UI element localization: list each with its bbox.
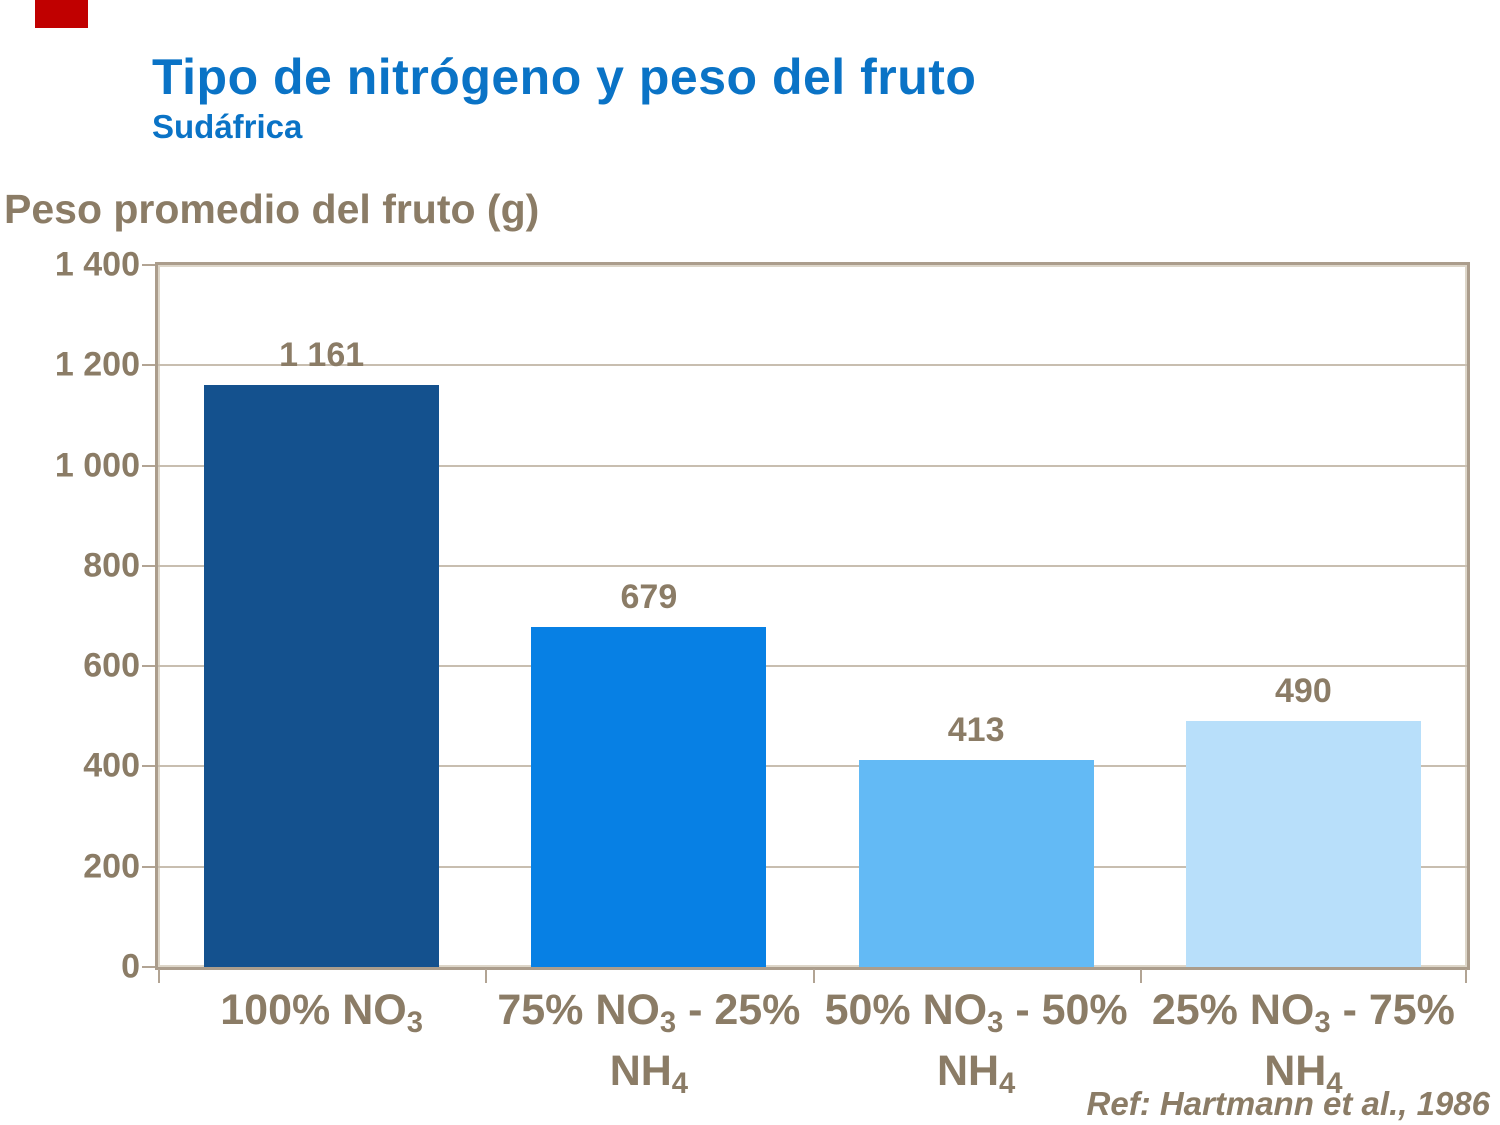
x-tick-mark	[812, 969, 815, 983]
gridline	[158, 665, 1467, 668]
gridline	[158, 765, 1467, 768]
gridline	[158, 564, 1467, 567]
x-axis-ticks	[158, 969, 1467, 983]
bar-value-label: 413	[947, 710, 1005, 749]
gridline	[158, 464, 1467, 467]
y-tick-mark	[142, 865, 158, 868]
y-tick-label: 800	[83, 546, 140, 585]
x-category-label: 25% NO3 - 75% NH4	[1151, 986, 1455, 1101]
plot-area: 1 161 679 413 490	[158, 265, 1467, 967]
y-tick-mark	[142, 966, 158, 968]
y-tick-mark	[142, 264, 158, 266]
y-tick-label: 1 000	[54, 446, 140, 485]
y-axis-labels: 1 400 1 200 1 000 800 600 400 200 0	[0, 246, 140, 986]
bar	[858, 759, 1094, 967]
x-category-label: 75% NO3 - 25% NH4	[497, 986, 801, 1101]
bar	[204, 384, 440, 967]
bar	[1185, 721, 1421, 967]
bar-value-label: 679	[620, 577, 678, 616]
y-tick-mark	[142, 364, 158, 367]
x-tick-mark	[1465, 969, 1467, 983]
y-tick-label: 1 400	[54, 245, 140, 284]
red-corner-mark	[35, 0, 88, 28]
y-axis-title: Peso promedio del fruto (g)	[4, 186, 540, 232]
gridline	[158, 364, 1467, 367]
y-tick-mark	[142, 765, 158, 768]
y-tick-label: 1 200	[54, 345, 140, 384]
y-tick-label: 0	[121, 947, 140, 986]
y-tick-mark	[142, 564, 158, 567]
x-tick-mark	[1139, 969, 1142, 983]
gridline	[158, 865, 1467, 868]
x-category-label: 100% NO3	[220, 986, 423, 1040]
y-axis-ticks	[142, 264, 158, 968]
bar-value-label: 490	[1275, 672, 1332, 711]
y-tick-mark	[142, 665, 158, 668]
bar-value-label: 1 161	[279, 335, 365, 374]
x-category-label: 50% NO3 - 50% NH4	[824, 986, 1128, 1101]
chart-subtitle: Sudáfrica	[152, 108, 303, 145]
x-tick-mark	[485, 969, 488, 983]
x-category-labels: 100% NO3 75% NO3 - 25% NH4 50% NO3 - 50% NH4…	[158, 986, 1467, 1108]
chart-title: Tipo de nitrógeno y peso del fruto	[152, 49, 977, 105]
reference-note: Ref: Hartmann et al., 1986	[1086, 1085, 1490, 1122]
y-tick-label: 600	[83, 646, 140, 685]
y-tick-mark	[142, 464, 158, 467]
bar	[531, 626, 767, 967]
y-tick-label: 400	[83, 746, 140, 785]
x-tick-mark	[158, 969, 160, 983]
y-tick-label: 200	[83, 847, 140, 886]
